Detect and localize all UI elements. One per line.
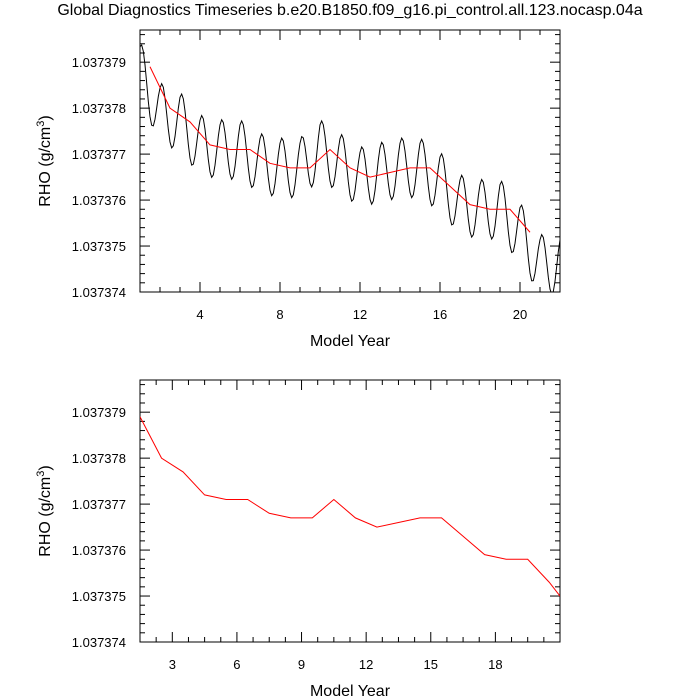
- series-group: [140, 416, 560, 597]
- y-axis-title: RHO (g/cm3): [35, 115, 54, 206]
- y-tick-label: 1.037379: [72, 405, 126, 420]
- y-tick-label: 1.037374: [72, 285, 126, 300]
- x-tick-label: 18: [488, 657, 502, 672]
- series-line-annual-mean: [149, 66, 531, 233]
- x-tick-label: 20: [513, 307, 527, 322]
- x-tick-label: 12: [359, 657, 373, 672]
- x-tick-label: 15: [424, 657, 438, 672]
- series-line-annual-mean: [140, 416, 560, 597]
- x-tick-label: 8: [276, 307, 283, 322]
- x-axis-title: Model Year: [310, 333, 391, 350]
- x-tick-label: 6: [233, 657, 240, 672]
- chart-panel-2: 3 6 9 12 15 18 1.037374 1.037375 1.037376 1.03737…: [35, 379, 561, 700]
- plot-frame: [139, 29, 561, 293]
- y-tick-label: 1.037376: [72, 543, 126, 558]
- y-tick-label: 1.037376: [72, 193, 126, 208]
- y-tick-label: 1.037379: [72, 55, 126, 70]
- page-title: Global Diagnostics Timeseries b.e20.B185…: [57, 2, 643, 19]
- series-line-monthly: [140, 44, 560, 292]
- y-tick-label: 1.037375: [72, 589, 126, 604]
- chart-panel-1: 4 8 12 16 20 1.037374 1.037375 1.037376 1.037377…: [35, 29, 561, 350]
- x-tick-label: 12: [353, 307, 367, 322]
- x-tick-label: 3: [169, 657, 176, 672]
- x-tick-label: 9: [298, 657, 305, 672]
- y-tick-label: 1.037377: [72, 147, 126, 162]
- x-axis-title: Model Year: [310, 683, 391, 700]
- series-group: [140, 44, 560, 292]
- y-tick-label: 1.037378: [72, 451, 126, 466]
- y-tick-label: 1.037378: [72, 101, 126, 116]
- y-tick-label: 1.037374: [72, 635, 126, 650]
- x-tick-label: 16: [433, 307, 447, 322]
- y-tick-label: 1.037377: [72, 497, 126, 512]
- y-axis-title: RHO (g/cm3): [35, 465, 54, 556]
- x-tick-label: 4: [196, 307, 203, 322]
- y-tick-label: 1.037375: [72, 239, 126, 254]
- plot-frame: [139, 379, 561, 643]
